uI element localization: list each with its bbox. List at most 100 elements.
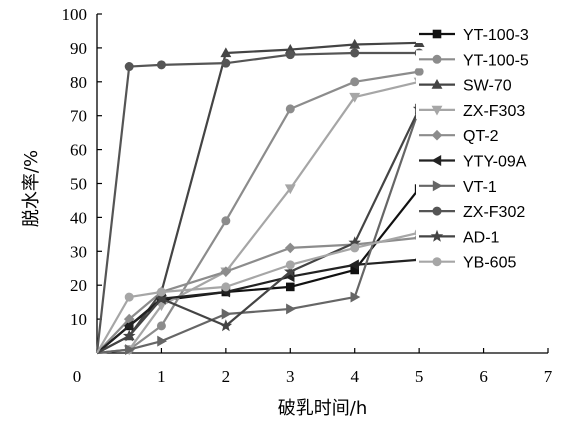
data-point	[285, 282, 295, 292]
data-point	[156, 321, 166, 331]
y-tick-label: 20	[70, 276, 87, 295]
data-point	[285, 260, 295, 270]
data-point	[156, 60, 166, 70]
series-qt-2	[96, 232, 425, 354]
data-point	[124, 292, 134, 302]
legend-marker	[431, 105, 443, 116]
legend-item: AD-1	[416, 227, 554, 246]
legend-label: VT-1	[463, 179, 497, 196]
legend-label: YTY-09A	[463, 154, 527, 171]
data-point	[122, 329, 136, 342]
data-point	[221, 58, 231, 68]
legend: YT-100-3 YT-100-5 SW-70 ZX-F303 QT-2 YTY-09A V…	[416, 25, 554, 272]
legend-item-background	[416, 25, 554, 43]
x-tick-label: 0	[73, 367, 82, 386]
data-point	[221, 216, 231, 226]
data-point	[284, 184, 296, 195]
legend-marker	[432, 180, 443, 192]
legend-item: QT-2	[416, 126, 554, 145]
legend-item-background	[416, 227, 554, 246]
legend-item-background	[416, 126, 554, 145]
data-point	[285, 104, 295, 114]
y-tick-label: 30	[70, 242, 87, 261]
x-tick-label: 7	[544, 367, 553, 386]
legend-item: YT-100-5	[416, 50, 554, 69]
legend-marker	[431, 129, 443, 141]
data-point	[219, 319, 233, 332]
legend-marker	[431, 155, 442, 166]
legend-item-background	[416, 176, 554, 195]
legend-marker	[431, 78, 443, 89]
x-tick-label: 2	[222, 367, 231, 386]
data-point	[123, 320, 134, 332]
y-tick-label: 60	[70, 141, 87, 160]
legend-item-background	[416, 100, 554, 119]
x-tick-label: 4	[350, 367, 359, 386]
legend-label: SW-70	[463, 78, 512, 95]
data-point	[221, 308, 232, 320]
x-tick-label: 5	[415, 367, 424, 386]
legend-marker	[432, 29, 442, 39]
data-point	[220, 266, 232, 277]
y-axis-label: 脱水率/%	[21, 150, 42, 227]
legend-item-background	[416, 151, 554, 170]
data-point	[414, 67, 424, 77]
legend-marker	[430, 229, 444, 242]
data-point	[350, 243, 360, 253]
series-yb-605	[96, 228, 424, 354]
ticks: 10 20 30 40 50 60 70 80 90 100 0 1 2 3 4 5 6 7	[62, 5, 553, 386]
legend-item: YB-605	[416, 252, 554, 272]
legend-item-background	[416, 75, 554, 94]
legend-marker	[432, 206, 442, 216]
y-tick-label: 100	[62, 5, 88, 24]
data-point	[283, 265, 297, 277]
data-point	[156, 287, 166, 297]
data-point	[157, 335, 168, 347]
series-ad-1	[96, 102, 426, 354]
legend-label: YT-100-3	[463, 27, 529, 44]
data-point	[220, 47, 232, 58]
legend-label: YB-605	[463, 255, 516, 272]
data-point	[350, 48, 360, 58]
y-tick-label: 70	[70, 107, 87, 126]
y-tick-label: 10	[70, 310, 87, 329]
legend-marker	[432, 54, 442, 64]
legend-item: YT-100-3	[416, 25, 554, 44]
legend-item: YTY-09A	[416, 151, 554, 171]
data-point	[284, 242, 296, 254]
x-tick-label: 1	[157, 367, 166, 386]
data-point	[125, 344, 135, 356]
legend-label: ZX-F303	[463, 103, 525, 120]
legend-item-background	[416, 202, 554, 221]
data-point	[349, 38, 361, 49]
legend-item: ZX-F303	[416, 100, 554, 120]
legend-item: SW-70	[416, 75, 554, 95]
legend-item: VT-1	[416, 176, 554, 196]
x-tick-label: 6	[479, 367, 488, 386]
y-tick-label: 80	[70, 73, 87, 92]
y-tick-label: 40	[70, 208, 87, 227]
data-point	[285, 50, 295, 60]
data-point	[286, 303, 296, 315]
legend-item-background	[416, 252, 554, 271]
legend-label: ZX-F302	[463, 204, 525, 221]
y-tick-label: 50	[70, 175, 87, 194]
legend-label: AD-1	[463, 229, 500, 246]
data-point	[350, 291, 361, 303]
data-point	[350, 77, 360, 87]
series-zx-f302	[95, 48, 424, 354]
legend-item: ZX-F302	[416, 202, 554, 221]
legend-marker	[432, 257, 442, 267]
data-point	[124, 62, 134, 72]
data-point	[155, 292, 168, 305]
series-line	[95, 51, 420, 354]
data-point	[349, 92, 361, 103]
x-tick-label: 3	[286, 367, 295, 386]
legend-item-background	[416, 50, 554, 69]
y-tick-label: 90	[70, 39, 87, 58]
legend-label: YT-100-5	[463, 52, 529, 69]
data-point	[221, 282, 231, 292]
legend-label: QT-2	[463, 128, 499, 145]
x-axis-label: 破乳时间/h	[278, 398, 367, 419]
